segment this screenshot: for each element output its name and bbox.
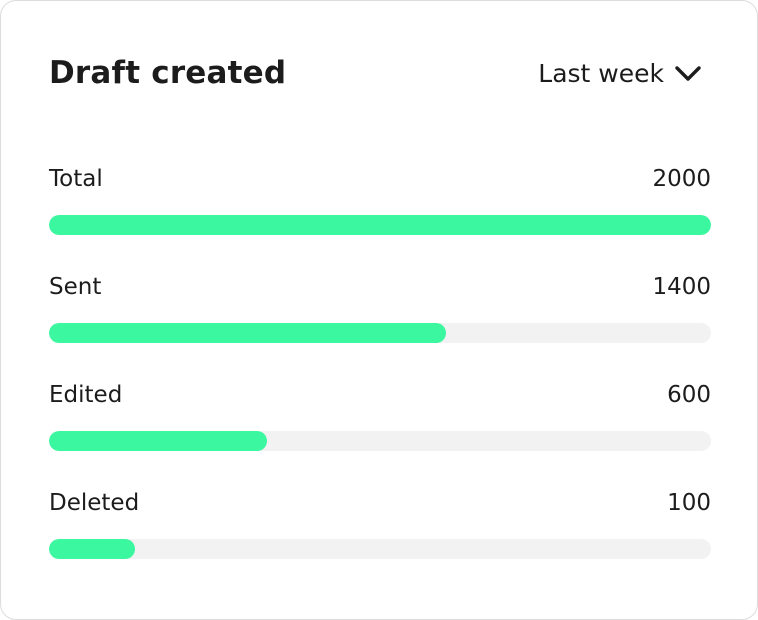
progress-fill: [49, 431, 268, 451]
progress-track: [49, 215, 711, 235]
stat-row-deleted: Deleted 100: [49, 483, 711, 591]
period-selected-label: Last week: [538, 59, 664, 88]
stat-value: 2000: [652, 166, 711, 192]
stat-value: 600: [667, 382, 711, 408]
progress-track: [49, 539, 711, 559]
stat-label: Deleted: [49, 490, 140, 516]
stat-row-total: Total 2000: [49, 159, 711, 267]
progress-fill: [49, 323, 447, 343]
stat-rows: Total 2000 Sent 1400 Edited 600: [49, 159, 711, 591]
stat-row-sent: Sent 1400: [49, 267, 711, 375]
progress-track: [49, 431, 711, 451]
progress-fill: [49, 539, 136, 559]
stat-label: Total: [49, 166, 103, 192]
progress-fill: [49, 215, 711, 235]
stat-value: 100: [667, 490, 711, 516]
stat-value: 1400: [652, 274, 711, 300]
chevron-down-icon: [675, 66, 701, 81]
stat-label: Sent: [49, 274, 102, 300]
stat-row-edited: Edited 600: [49, 375, 711, 483]
card-title: Draft created: [49, 55, 287, 91]
period-dropdown[interactable]: Last week: [538, 56, 702, 92]
progress-track: [49, 323, 711, 343]
stat-label: Edited: [49, 382, 123, 408]
